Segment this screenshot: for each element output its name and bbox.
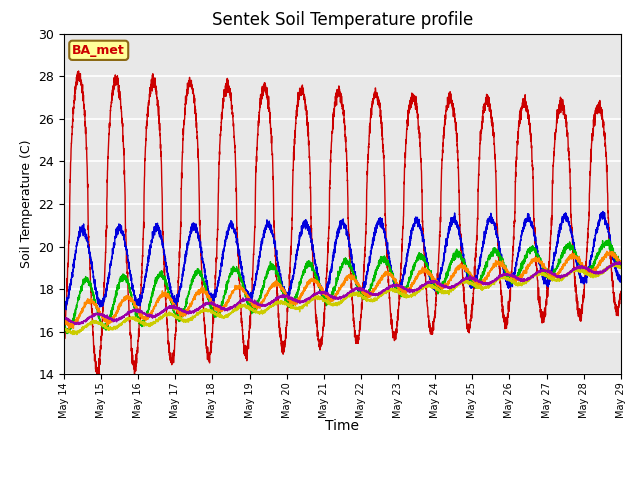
-10cm	[499, 307, 507, 313]
-20cm	[60, 302, 68, 308]
-40cm	[467, 275, 475, 280]
-30cm	[161, 274, 168, 279]
-60cm	[616, 260, 624, 266]
-10cm	[94, 373, 102, 379]
-60cm	[499, 272, 507, 278]
-30cm	[63, 331, 71, 336]
-40cm	[603, 248, 611, 254]
-10cm	[60, 337, 68, 343]
-50cm	[616, 265, 624, 271]
Legend: -10cm, -20cm, -30cm, -40cm, -50cm, -60cm: -10cm, -20cm, -30cm, -40cm, -50cm, -60cm	[70, 476, 614, 480]
-10cm	[616, 294, 624, 300]
X-axis label: Time: Time	[325, 420, 360, 433]
-20cm	[62, 307, 70, 312]
-10cm	[436, 219, 444, 225]
-30cm	[616, 264, 624, 270]
-30cm	[617, 263, 625, 268]
-30cm	[60, 325, 68, 331]
-20cm	[322, 291, 330, 297]
Line: -30cm: -30cm	[64, 240, 621, 334]
-50cm	[436, 289, 444, 295]
-50cm	[322, 298, 330, 304]
-10cm	[322, 286, 330, 292]
Line: -20cm: -20cm	[64, 212, 621, 310]
-50cm	[609, 261, 616, 267]
-60cm	[617, 261, 625, 267]
Text: BA_met: BA_met	[72, 44, 125, 57]
-60cm	[616, 259, 623, 264]
-40cm	[616, 262, 624, 267]
-60cm	[322, 291, 330, 297]
Line: -50cm: -50cm	[64, 264, 621, 335]
-60cm	[75, 322, 83, 327]
-50cm	[499, 276, 507, 282]
-20cm	[499, 265, 507, 271]
-40cm	[499, 262, 507, 267]
-20cm	[617, 275, 625, 281]
-60cm	[60, 316, 68, 322]
Y-axis label: Soil Temperature (C): Soil Temperature (C)	[20, 140, 33, 268]
-50cm	[60, 324, 68, 330]
Title: Sentek Soil Temperature profile: Sentek Soil Temperature profile	[212, 11, 473, 29]
-50cm	[617, 265, 625, 271]
-10cm	[161, 270, 168, 276]
-20cm	[161, 249, 168, 254]
-10cm	[617, 288, 625, 294]
-30cm	[322, 299, 330, 304]
-30cm	[605, 237, 613, 242]
-30cm	[467, 278, 475, 284]
-10cm	[468, 309, 476, 314]
Line: -10cm: -10cm	[64, 71, 621, 376]
-20cm	[616, 279, 624, 285]
-20cm	[467, 279, 475, 285]
-50cm	[161, 312, 168, 318]
Line: -40cm: -40cm	[64, 251, 621, 328]
-20cm	[436, 269, 444, 275]
-40cm	[322, 291, 330, 297]
-40cm	[436, 281, 444, 287]
-30cm	[436, 282, 444, 288]
-60cm	[467, 274, 475, 280]
-30cm	[499, 256, 507, 262]
-60cm	[161, 307, 168, 313]
-40cm	[161, 293, 168, 299]
-10cm	[75, 68, 83, 74]
-40cm	[65, 325, 73, 331]
-50cm	[69, 332, 77, 337]
-50cm	[467, 281, 475, 287]
-40cm	[60, 319, 68, 324]
-20cm	[599, 209, 607, 215]
-40cm	[617, 259, 625, 264]
-60cm	[436, 280, 444, 286]
Line: -60cm: -60cm	[64, 262, 621, 324]
